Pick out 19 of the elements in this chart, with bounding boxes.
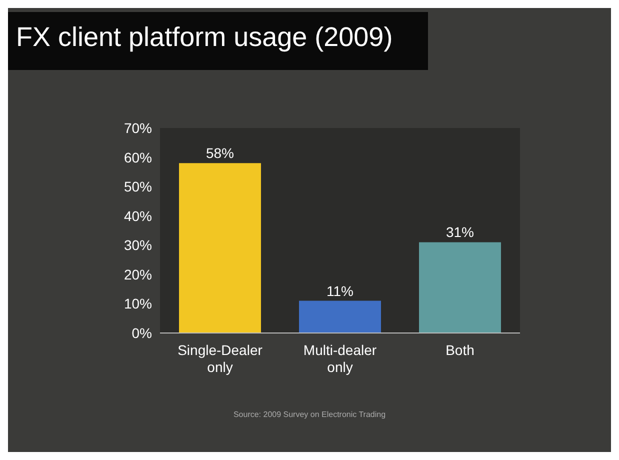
chart-title: FX client platform usage (2009) <box>15 21 394 53</box>
x-tick-label: Both <box>446 342 474 358</box>
data-label: 11% <box>326 282 354 299</box>
y-tick-label: 40% <box>124 208 152 224</box>
y-tick-label: 10% <box>124 296 152 312</box>
data-label: 31% <box>446 224 474 240</box>
bar <box>299 300 381 333</box>
bar <box>419 242 501 333</box>
y-tick-label: 30% <box>124 237 152 254</box>
y-tick-label: 20% <box>124 266 152 282</box>
x-tick-label: Multi-dealer only <box>303 342 377 375</box>
bar <box>179 163 261 333</box>
y-tick-label: 50% <box>124 178 152 195</box>
y-tick-label: 60% <box>124 149 152 166</box>
y-tick-label: 0% <box>132 324 152 341</box>
y-tick-label: 70% <box>124 120 152 136</box>
x-tick-label: Single-Dealer only <box>178 342 263 375</box>
source-note: Source: 2009 Survey on Electronic Trading <box>232 410 387 419</box>
data-label: 58% <box>206 145 234 162</box>
